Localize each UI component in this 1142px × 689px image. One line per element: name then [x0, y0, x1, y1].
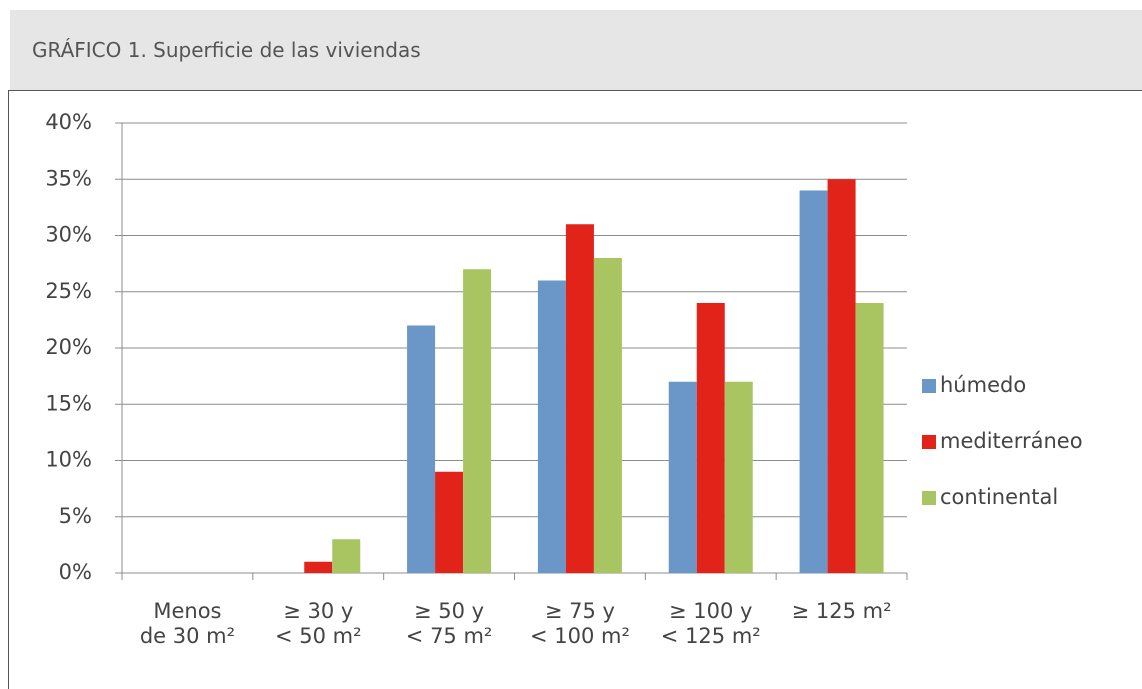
y-tick-label: 30% [45, 223, 92, 247]
bar [537, 280, 566, 573]
bar [407, 325, 436, 573]
bar [435, 471, 464, 573]
y-tick-label: 20% [45, 335, 92, 359]
x-tick-label: ≥ 125 m² [792, 599, 892, 623]
legend-label: mediterráneo [940, 429, 1083, 453]
legend-swatch [922, 435, 936, 449]
chart-frame [8, 90, 1142, 689]
x-tick-label: ≥ 100 y [669, 599, 752, 623]
header: GRÁFICO 1. Superficie de las viviendas [10, 10, 1142, 90]
y-tick-label: 15% [45, 391, 92, 415]
legend-swatch [922, 491, 936, 505]
legend-swatch [922, 379, 936, 393]
bar [593, 258, 622, 573]
x-tick-label: Menos [153, 599, 221, 623]
y-tick-label: 10% [45, 448, 92, 472]
y-tick-label: 40% [45, 110, 92, 134]
bar [827, 179, 856, 573]
y-tick-label: 35% [45, 166, 92, 190]
x-tick-label: < 75 m² [406, 624, 493, 648]
legend-label: húmedo [940, 373, 1026, 397]
x-tick-label: ≥ 30 y [283, 599, 353, 623]
bar [855, 303, 884, 573]
bar [696, 303, 725, 573]
y-tick-label: 5% [59, 504, 92, 528]
y-tick-label: 25% [45, 279, 92, 303]
x-tick-label: ≥ 75 y [545, 599, 615, 623]
bar [463, 269, 492, 573]
x-tick-label: < 125 m² [661, 624, 761, 648]
bar [304, 561, 333, 573]
x-tick-label: < 100 m² [530, 624, 630, 648]
legend-label: continental [940, 485, 1058, 509]
x-tick-label: de 30 m² [140, 624, 235, 648]
bar [724, 381, 753, 573]
y-tick-label: 0% [59, 560, 92, 584]
bar [799, 190, 828, 573]
title: GRÁFICO 1. Superficie de las viviendas [32, 38, 421, 62]
x-tick-label: < 50 m² [275, 624, 362, 648]
bar [668, 381, 697, 573]
bar [565, 224, 594, 573]
bar [332, 539, 361, 573]
x-tick-label: ≥ 50 y [414, 599, 484, 623]
